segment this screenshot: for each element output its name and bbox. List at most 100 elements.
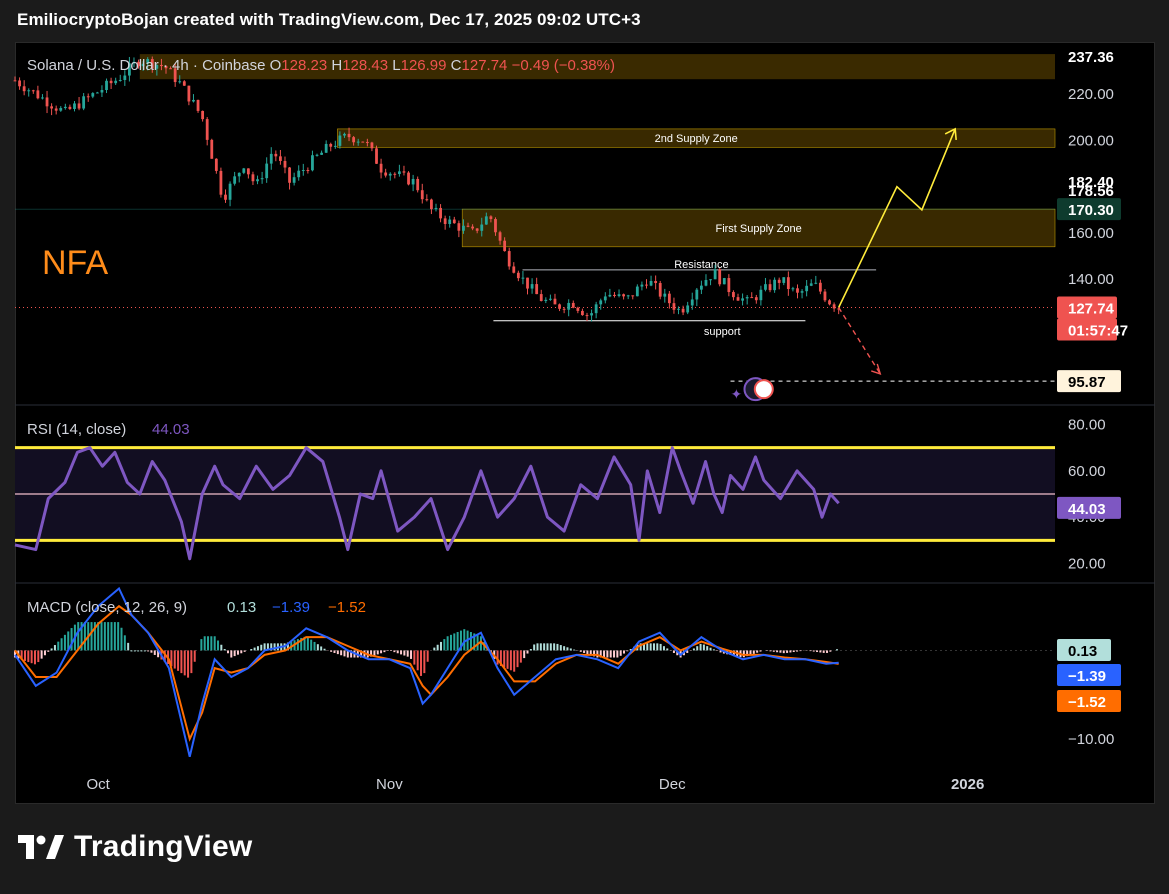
macd-histogram-bar	[57, 641, 60, 651]
candle-body	[732, 292, 735, 298]
legend-value: 128.23	[281, 57, 327, 74]
macd-histogram-bar	[459, 630, 462, 651]
candle-body	[228, 183, 232, 200]
candle-body	[796, 288, 799, 293]
macd-histogram-bar	[286, 642, 289, 651]
macd-histogram-bar	[742, 650, 745, 658]
projection-down-arrow	[838, 307, 881, 375]
macd-histogram-bar	[536, 643, 539, 651]
macd-histogram-bar	[779, 650, 782, 653]
candle-body	[205, 119, 209, 140]
macd-histogram-bar	[133, 650, 136, 652]
macd-histogram-bar	[400, 650, 403, 655]
macd-histogram-bar	[93, 622, 96, 651]
macd-histogram-bar	[83, 622, 86, 651]
candle-body	[356, 141, 360, 143]
time-tick-label: Nov	[376, 776, 403, 793]
macd-histogram-bar	[253, 647, 256, 651]
candle-body	[553, 298, 557, 305]
macd-histogram-bar	[383, 650, 386, 653]
macd-histogram-bar	[799, 650, 802, 652]
macd-legend: MACD (close, 12, 26, 9)	[27, 599, 187, 616]
candle-body	[338, 135, 342, 146]
macd-histogram-bar	[67, 631, 70, 651]
candle-body	[237, 172, 241, 177]
candle-body	[18, 80, 21, 87]
supply-zone	[139, 54, 1056, 80]
candle-body	[677, 308, 680, 310]
macd-histogram-bar	[756, 650, 759, 653]
candle-body	[329, 143, 333, 147]
candle-body	[274, 153, 278, 157]
candle-body	[425, 199, 429, 201]
candle-body	[489, 216, 493, 220]
candle-body	[388, 173, 392, 176]
macd-histogram-bar	[559, 645, 562, 651]
macd-histogram-bar	[147, 650, 150, 652]
macd-histogram-bar	[420, 650, 423, 676]
candle-body	[68, 106, 72, 109]
macd-legend-hist: 0.13	[227, 599, 256, 616]
macd-histogram-bar	[50, 648, 53, 651]
chart-frame[interactable]	[15, 42, 1155, 804]
candle-body	[590, 313, 593, 316]
macd-histogram-bar	[390, 650, 393, 651]
candle-body	[503, 240, 507, 252]
macd-histogram-bar	[53, 645, 56, 651]
candle-body	[150, 59, 154, 69]
macd-histogram-bar	[403, 650, 406, 656]
candle-body	[494, 219, 497, 233]
macd-hist-axis-label: 0.13	[1068, 643, 1097, 660]
projection-up-arrowhead	[944, 127, 957, 140]
candle-body	[832, 304, 836, 309]
candle-body	[45, 97, 49, 107]
macd-histogram-bar	[316, 644, 319, 651]
candle-body	[164, 66, 168, 69]
candle-body	[626, 295, 630, 297]
macd-histogram-bar	[313, 641, 316, 651]
candle-body	[160, 64, 163, 67]
candle-body	[786, 277, 790, 289]
macd-legend-signal: −1.52	[328, 599, 366, 616]
macd-histogram-bar	[250, 649, 253, 651]
macd-histogram-bar	[623, 650, 626, 654]
macd-histogram-bar	[796, 650, 799, 652]
macd-histogram-bar	[270, 643, 273, 651]
legend-value: Solana / U.S. Dollar · 4h · Coinbase	[27, 57, 265, 74]
macd-histogram-bar	[323, 648, 326, 651]
candle-body	[63, 106, 67, 109]
candle-body	[155, 64, 159, 69]
macd-histogram-bar	[43, 650, 46, 656]
candle-body	[416, 178, 420, 191]
candle-body	[210, 139, 214, 159]
candle-body	[658, 283, 662, 297]
macd-histogram-bar	[586, 650, 589, 655]
resistance-label: Resistance	[674, 259, 728, 271]
macd-histogram-bar	[752, 650, 755, 654]
candle-body	[594, 304, 598, 314]
candle-body	[283, 160, 287, 168]
macd-histogram-bar	[396, 650, 399, 654]
macd-histogram-bar	[386, 650, 389, 651]
legend-value: C	[451, 57, 462, 74]
price-axis-label: 01:57:47	[1068, 323, 1128, 340]
macd-histogram-bar	[626, 650, 629, 652]
macd-histogram-bar	[27, 650, 30, 663]
macd-histogram-bar	[226, 650, 229, 654]
candle-body	[246, 168, 250, 175]
macd-histogram-bar	[100, 622, 103, 651]
candle-body	[700, 285, 703, 290]
price-tick-label: 200.00	[1068, 132, 1114, 149]
macd-histogram-bar	[336, 650, 339, 655]
macd-histogram-bar	[163, 650, 166, 662]
macd-histogram-bar	[676, 650, 679, 656]
supply-zone-label: 2nd Supply Zone	[655, 133, 738, 145]
macd-legend-macd: −1.39	[272, 599, 310, 616]
macd-histogram-bar	[599, 650, 602, 658]
rsi-axis-label-bg	[1057, 496, 1121, 519]
candle-body	[471, 226, 474, 229]
candle-body	[214, 158, 218, 171]
macd-histogram-bar	[479, 636, 482, 651]
candle-body	[132, 61, 136, 64]
